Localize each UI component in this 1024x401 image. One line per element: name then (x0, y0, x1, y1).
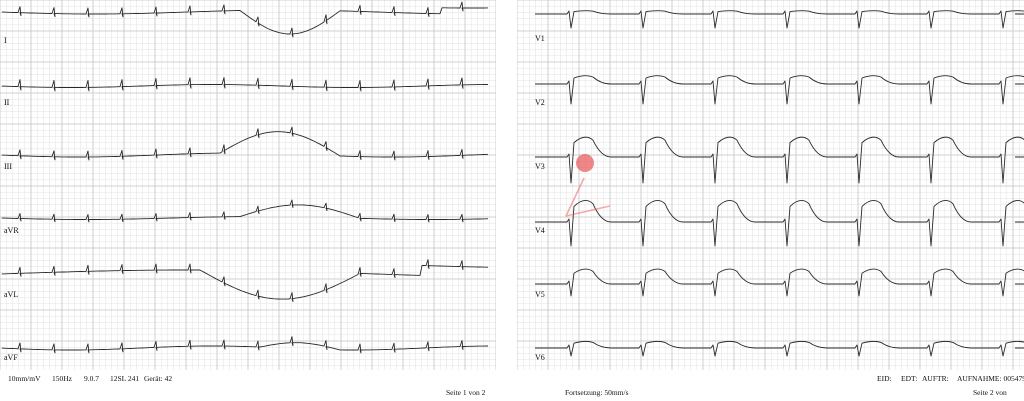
lead-label-avf: aVF (4, 353, 18, 362)
lead-label-v3: V3 (535, 162, 545, 171)
page-gap (496, 0, 517, 401)
lead-label-i: I (4, 36, 7, 45)
ecg-page-left: I II III aVR aVL aVF 10mm/mV 150Hz 9.0.7… (0, 0, 496, 401)
eid-field: EID: (877, 374, 892, 383)
page-number-right: Seite 2 von (973, 388, 1007, 397)
software-version: 9.0.7 (84, 374, 99, 383)
lead-label-v4: V4 (535, 226, 545, 235)
cursor-indicator (576, 154, 594, 172)
lead-label-iii: III (4, 162, 12, 171)
grid-minor-lines (517, 0, 1024, 370)
filter-setting: 150Hz (52, 374, 72, 383)
lead-label-ii: II (4, 98, 10, 107)
ecg-page-right: V1 V2 V3 V4 V5 V6 Fortsetzung: 50mm/s EI… (517, 0, 1024, 401)
lead-label-v1: V1 (535, 34, 545, 43)
analysis-program: 12SL 241 (110, 374, 140, 383)
device-id: Gerät: 42 (144, 374, 173, 383)
lead-label-avr: aVR (4, 226, 19, 235)
gain-setting: 10mm/mV (8, 374, 41, 383)
ecg-grid-right (517, 0, 1024, 370)
page-number-left: Seite 1 von 2 (446, 388, 486, 397)
edt-field: EDT: (901, 374, 918, 383)
continuation-speed: Fortsetzung: 50mm/s (565, 388, 629, 397)
aufnahme-field: AUFNAHME: 005479966 (957, 374, 1024, 383)
lead-label-v5: V5 (535, 290, 545, 299)
auftr-field: AUFTR: (922, 374, 949, 383)
grid-major-lines (517, 0, 1024, 370)
lead-label-avl: aVL (4, 290, 19, 299)
ecg-grid-left (0, 0, 496, 370)
lead-label-v6: V6 (535, 353, 545, 362)
lead-label-v2: V2 (535, 98, 545, 107)
